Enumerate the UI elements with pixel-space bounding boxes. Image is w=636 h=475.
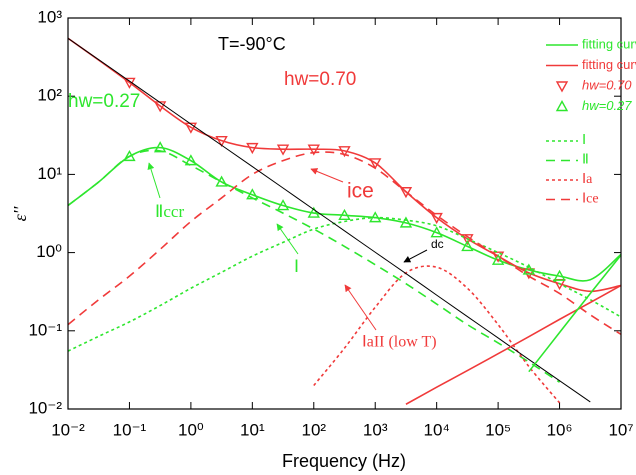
x-tick-label: 10⁻¹ (113, 420, 147, 439)
annotation: dc (431, 237, 444, 251)
annotation-arrow (276, 223, 299, 255)
annotation: Ⅱccr (155, 202, 184, 221)
y-tick-label: 10¹ (37, 164, 62, 183)
data-point (399, 216, 413, 228)
x-axis-label: Frequency (Hz) (282, 451, 406, 471)
data-point (184, 154, 198, 166)
data-point (215, 175, 228, 187)
y-axis-label: ε'' (10, 205, 30, 221)
x-tick-label: 10¹ (240, 420, 265, 439)
data-point (276, 144, 290, 156)
data-point (430, 226, 443, 238)
data-point (338, 146, 351, 158)
data-line (68, 146, 621, 282)
annotation: ice (347, 180, 374, 203)
annotation: hw=0.70 (284, 69, 356, 90)
annotation: ⅠaII (low T) (362, 334, 437, 351)
x-tick-label: 10⁻² (51, 420, 85, 439)
y-tick-label: 10⁻¹ (28, 320, 62, 339)
y-tick-label: 10⁰ (36, 242, 62, 261)
data-point (307, 206, 320, 218)
data-line (68, 151, 621, 336)
data-line (313, 265, 561, 404)
legend-label: hw=0.70 (582, 77, 632, 92)
annotation-arrow (310, 168, 344, 183)
annotation-arrow (403, 249, 428, 263)
x-tick-label: 10⁴ (424, 420, 450, 439)
plot (68, 37, 621, 405)
annotation-arrow (344, 284, 377, 331)
data-point (522, 263, 536, 275)
annotation: Ⅰ (294, 257, 299, 276)
data-point (553, 269, 566, 281)
x-tick-label: 10⁰ (178, 420, 204, 439)
x-tick-label: 10⁶ (547, 420, 573, 439)
data-line (405, 284, 621, 405)
y-tick-label: 10² (37, 86, 62, 105)
data-point (461, 239, 474, 252)
x-tick-label: 10⁷ (608, 420, 633, 439)
data-line (68, 37, 621, 293)
legend-label: fitting curve (582, 36, 636, 51)
data-point (491, 251, 505, 263)
legend-label: Ⅱ (582, 153, 589, 168)
data-line (68, 37, 591, 403)
legend-label: fitting curve (582, 57, 636, 72)
data-point (246, 142, 259, 155)
x-tick-label: 10⁵ (485, 420, 511, 439)
data-point (430, 212, 443, 225)
x-tick-label: 10² (301, 420, 326, 439)
data-point (338, 208, 351, 220)
data-point (461, 234, 474, 246)
legend-label: Ⅰce (582, 192, 599, 207)
data-point (184, 122, 198, 134)
legend-label: Ⅰ (582, 133, 586, 148)
data-line (528, 254, 621, 373)
y-tick-label: 10³ (37, 7, 62, 26)
y-tick-label: 10⁻² (28, 398, 62, 417)
legend-marker (555, 100, 569, 112)
data-point (369, 158, 382, 170)
data-point (399, 187, 413, 199)
legend-marker (555, 81, 569, 93)
annotation: hw=0.27 (68, 91, 140, 112)
data-point (491, 253, 505, 265)
annotation-arrow (147, 162, 161, 199)
data-point (215, 135, 228, 148)
legend-label: hw=0.27 (582, 98, 632, 113)
legend-label: Ⅰa (582, 172, 593, 187)
annotation: T=-90°C (218, 34, 286, 54)
data-point (369, 211, 382, 223)
x-tick-label: 10³ (363, 420, 388, 439)
data-point (276, 199, 290, 211)
data-line (68, 216, 621, 352)
plot-frame (67, 17, 622, 410)
data-point (307, 144, 320, 156)
